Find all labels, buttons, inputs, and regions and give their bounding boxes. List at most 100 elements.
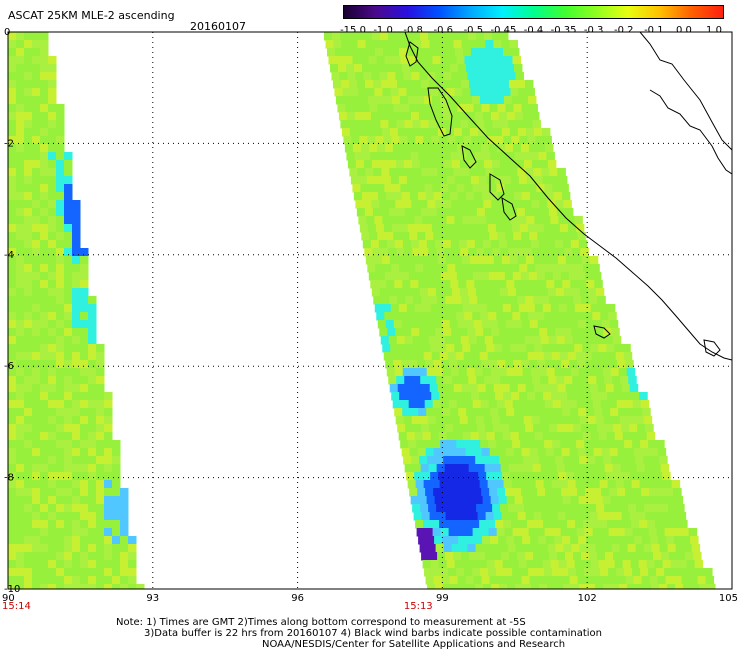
- wind-cell: [542, 472, 551, 481]
- wind-cell: [515, 160, 525, 169]
- wind-cell: [445, 384, 455, 393]
- wind-cell: [24, 328, 33, 337]
- wind-cell: [518, 432, 528, 441]
- wind-cell: [426, 152, 435, 161]
- wind-cell: [468, 208, 478, 217]
- wind-cell: [561, 576, 571, 585]
- wind-cell: [495, 352, 505, 361]
- wind-cell: [8, 360, 17, 369]
- wind-cell: [618, 496, 628, 505]
- wind-cell: [500, 208, 510, 217]
- wind-cell: [358, 176, 368, 185]
- wind-cell: [16, 128, 25, 137]
- wind-cell: [16, 288, 25, 297]
- wind-cell: [128, 576, 137, 585]
- wind-cell: [503, 520, 512, 529]
- wind-cell: [572, 336, 582, 345]
- wind-cell: [397, 296, 406, 305]
- wind-cell: [481, 360, 490, 369]
- wind-cell: [524, 464, 534, 473]
- wind-cell: [525, 296, 534, 305]
- wind-cell: [410, 496, 420, 505]
- wind-cell: [389, 256, 399, 265]
- wind-cell: [48, 184, 57, 193]
- wind-cell: [611, 456, 620, 465]
- wind-cell: [553, 448, 563, 457]
- wind-cell: [426, 240, 436, 249]
- wind-cell: [510, 560, 520, 569]
- wind-cell: [479, 392, 488, 401]
- wind-cell: [588, 376, 597, 385]
- wind-cell: [633, 448, 643, 457]
- wind-cell: [32, 504, 41, 513]
- wind-cell: [527, 224, 537, 233]
- wind-cell: [438, 304, 448, 313]
- wind-cell: [32, 280, 41, 289]
- wind-cell: [459, 200, 468, 209]
- wind-cell: [16, 264, 25, 273]
- wind-cell: [40, 160, 49, 169]
- wind-cell: [325, 40, 334, 49]
- wind-cell: [40, 304, 49, 313]
- wind-cell: [605, 424, 614, 433]
- colorbar-label: -0.45: [490, 25, 517, 36]
- wind-cell: [24, 232, 33, 241]
- wind-cell: [543, 480, 553, 489]
- wind-cell: [683, 544, 693, 553]
- wind-cell: [424, 312, 433, 321]
- wind-cell: [396, 208, 406, 217]
- wind-cell: [8, 264, 17, 273]
- wind-cell: [56, 424, 65, 433]
- wind-cell: [627, 584, 636, 589]
- wind-cell: [571, 544, 581, 553]
- wind-cell: [575, 224, 585, 233]
- wind-cell: [72, 392, 81, 401]
- wind-cell: [432, 184, 441, 193]
- wind-cell: [410, 152, 419, 161]
- wind-cell: [478, 304, 488, 313]
- wind-cell: [379, 288, 389, 297]
- wind-cell: [344, 56, 353, 65]
- wind-cell: [64, 152, 73, 161]
- wind-cell: [449, 232, 458, 241]
- wind-cell: [370, 240, 380, 249]
- wind-cell: [505, 488, 514, 497]
- wind-cell: [637, 512, 647, 521]
- wind-cell: [482, 496, 492, 505]
- wind-cell: [467, 416, 477, 425]
- wind-cell: [429, 168, 438, 177]
- wind-cell: [460, 376, 469, 385]
- wind-cell: [437, 384, 447, 393]
- wind-cell: [457, 488, 466, 497]
- wind-cell: [415, 520, 424, 529]
- wind-cell: [120, 488, 129, 497]
- wind-cell: [502, 88, 511, 97]
- wind-cell: [460, 32, 469, 41]
- wind-cell: [352, 184, 361, 193]
- wind-cell: [620, 464, 630, 473]
- wind-cell: [345, 64, 355, 73]
- wind-cell: [572, 248, 581, 257]
- wind-cell: [525, 552, 534, 561]
- wind-cell: [359, 96, 369, 105]
- wind-cell: [450, 152, 459, 161]
- wind-cell: [8, 296, 17, 305]
- wind-cell: [32, 200, 41, 209]
- wind-cell: [451, 584, 460, 589]
- wind-cell: [386, 280, 395, 289]
- wind-cell: [452, 376, 461, 385]
- wind-cell: [525, 424, 534, 433]
- wind-cell: [487, 392, 496, 401]
- wind-cell: [560, 312, 569, 321]
- wind-cell: [615, 352, 625, 361]
- pass-time-label: 15:13: [404, 601, 433, 612]
- wind-cell: [56, 448, 65, 457]
- wind-cell: [575, 520, 584, 529]
- wind-cell: [432, 568, 441, 577]
- wind-cell: [48, 432, 57, 441]
- wind-cell: [556, 464, 566, 473]
- wind-cell: [485, 168, 494, 177]
- wind-cell: [580, 464, 590, 473]
- wind-cell: [448, 56, 457, 65]
- wind-cell: [72, 200, 81, 209]
